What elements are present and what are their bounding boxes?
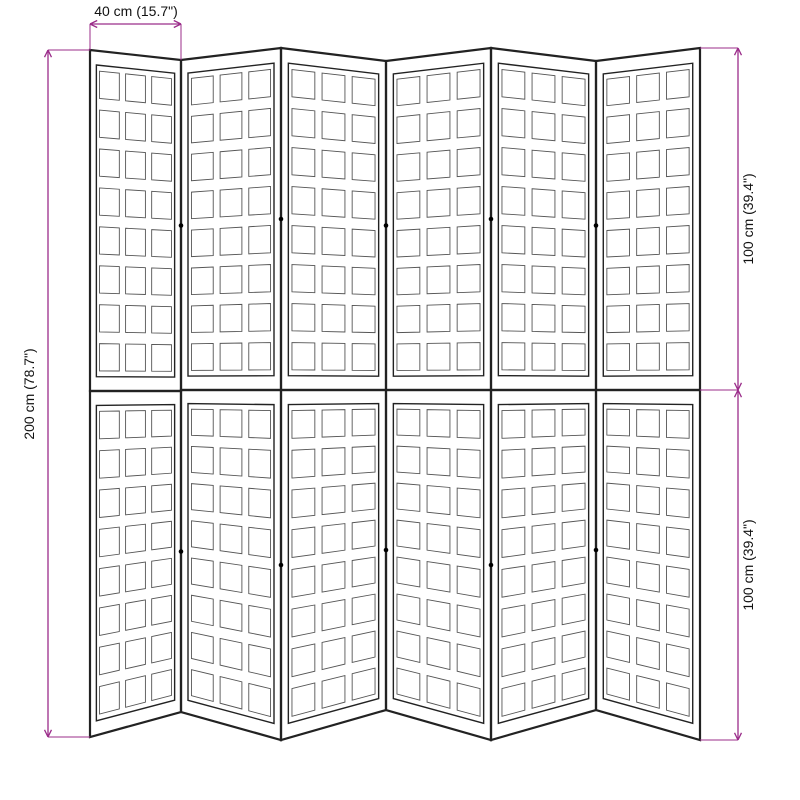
dim-upper-height-label: 100 cm (39.4") bbox=[740, 173, 756, 264]
dim-total-height-label: 200 cm (78.7") bbox=[21, 348, 37, 439]
dim-lower-height-label: 100 cm (39.4") bbox=[740, 519, 756, 610]
dim-width-label: 40 cm (15.7") bbox=[94, 3, 178, 19]
